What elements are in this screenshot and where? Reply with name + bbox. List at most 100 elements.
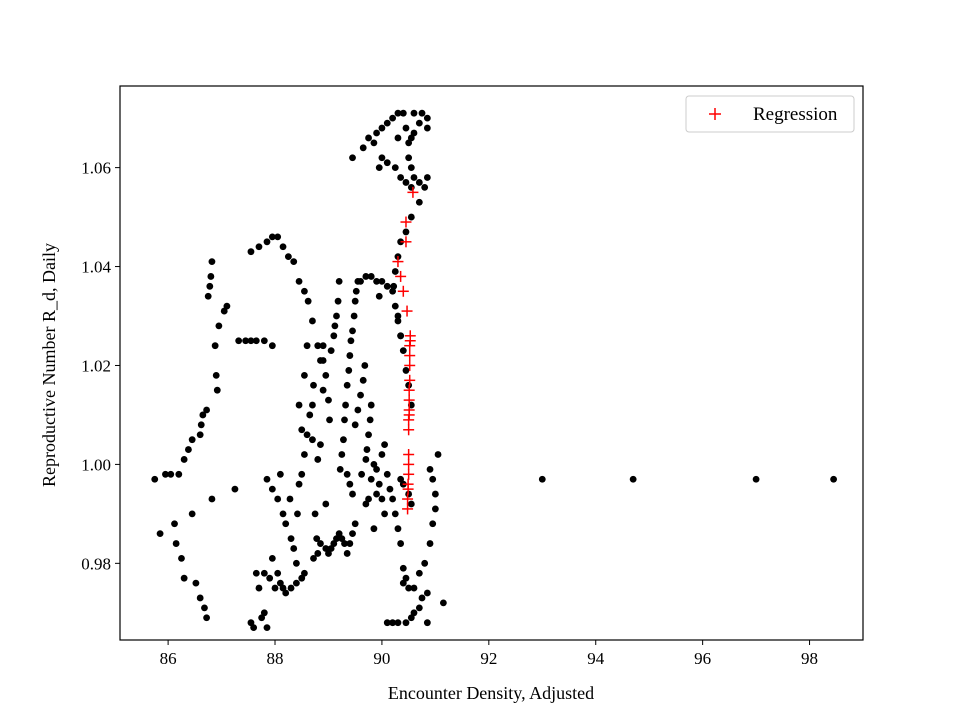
data-point (405, 584, 413, 592)
data-point (365, 495, 372, 503)
data-point (346, 540, 354, 547)
y-axis-label: Reproductive Number R_d, Daily (39, 243, 59, 487)
data-point (426, 540, 434, 547)
legend: Regression (685, 95, 855, 133)
data-point (268, 342, 276, 350)
data-point (330, 332, 338, 340)
legend-label-regression: Regression (753, 104, 838, 125)
y-tick-label: 1.02 (81, 356, 111, 375)
data-point (429, 520, 437, 528)
data-point (327, 347, 335, 355)
regression-point (403, 424, 415, 436)
regression-point (404, 374, 416, 386)
y-tick-label: 0.98 (81, 554, 111, 573)
data-point (314, 456, 322, 463)
x-tick-label: 90 (373, 649, 390, 668)
data-point (397, 174, 405, 181)
x-tick-label: 88 (267, 649, 284, 668)
data-point (346, 352, 354, 359)
data-point (208, 495, 216, 503)
data-point (378, 277, 386, 285)
data-point (373, 277, 380, 285)
data-point (294, 510, 301, 518)
regression-point (400, 236, 412, 248)
data-point (365, 431, 372, 439)
data-point (295, 401, 303, 409)
regression-point (402, 493, 414, 505)
y-tick-label: 1.00 (81, 455, 111, 474)
data-point (421, 559, 429, 567)
x-tick-label: 92 (480, 649, 497, 668)
data-point (357, 277, 364, 285)
data-point (415, 119, 423, 127)
data-point (167, 470, 175, 478)
data-point (415, 604, 423, 612)
data-point (399, 347, 407, 355)
data-point (231, 485, 239, 493)
data-point (196, 594, 204, 602)
data-point (347, 337, 355, 345)
data-point (255, 584, 263, 592)
data-point (304, 297, 312, 305)
data-point (375, 292, 383, 300)
data-point (314, 550, 322, 557)
y-tick-label: 1.04 (81, 258, 111, 277)
data-point (407, 500, 415, 508)
data-point (180, 574, 188, 582)
x-tick-label: 98 (801, 649, 818, 668)
data-point (196, 431, 204, 439)
data-point (375, 164, 383, 172)
data-point (343, 381, 351, 389)
x-axis-ticks: 86 88 90 92 94 96 98 (160, 640, 818, 668)
data-point (352, 287, 360, 295)
data-point (286, 495, 294, 503)
data-point (383, 470, 391, 478)
data-point (336, 465, 344, 473)
data-point (185, 446, 192, 453)
x-axis-label: Encounter Density, Adjusted (388, 683, 594, 703)
data-point (386, 485, 394, 493)
data-point (830, 475, 838, 483)
data-point (351, 520, 359, 528)
data-point (349, 530, 356, 538)
data-point (260, 337, 268, 345)
data-point (287, 584, 295, 592)
data-point (362, 456, 370, 463)
data-point (349, 490, 356, 498)
regression-point (400, 216, 412, 228)
data-point (357, 391, 364, 399)
data-point (389, 495, 397, 503)
regression-point (403, 458, 415, 470)
data-point (389, 114, 397, 122)
regression-point (404, 350, 416, 362)
data-point (208, 258, 216, 265)
data-point (426, 465, 434, 473)
data-point (188, 436, 196, 444)
data-point (310, 381, 317, 389)
data-point (197, 421, 205, 429)
data-point (431, 505, 439, 513)
data-point (252, 337, 260, 345)
data-point (538, 475, 546, 483)
data-point (345, 367, 353, 374)
data-point (383, 619, 391, 627)
y-tick-label: 1.06 (81, 159, 111, 178)
data-point (247, 248, 255, 256)
data-point (383, 119, 391, 127)
data-point (410, 174, 418, 181)
data-point (350, 312, 358, 320)
data-point (373, 490, 380, 498)
data-point (309, 317, 316, 325)
data-point (335, 277, 343, 285)
data-point (192, 579, 200, 587)
data-point (381, 510, 388, 518)
legend-marker-regression (709, 108, 721, 120)
data-point (271, 584, 279, 592)
data-point (390, 282, 398, 290)
data-point (410, 109, 418, 117)
data-point (423, 589, 431, 597)
data-point (268, 485, 276, 493)
data-point (322, 500, 330, 508)
data-point (311, 510, 319, 518)
data-point (415, 198, 423, 206)
